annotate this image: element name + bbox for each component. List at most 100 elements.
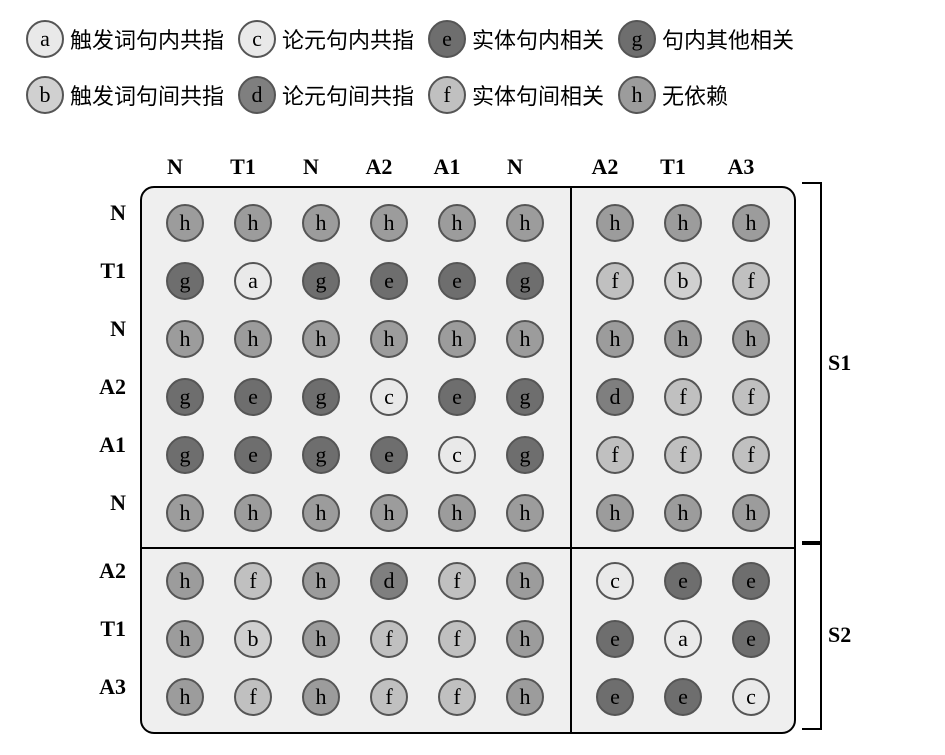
circle-f: f	[370, 620, 408, 658]
col-header-0: N	[144, 154, 206, 180]
cell-7-5: h	[494, 612, 556, 666]
circle-h: h	[302, 320, 340, 358]
circle-h: h	[302, 562, 340, 600]
circle-c: c	[438, 436, 476, 474]
row-header-6: A2	[80, 544, 126, 598]
circle-f: f	[234, 678, 272, 716]
cell-6-1: f	[222, 554, 284, 608]
circle-h: h	[732, 320, 770, 358]
cell-7-8: e	[720, 612, 782, 666]
cell-5-0: h	[154, 486, 216, 540]
cell-4-7: f	[652, 428, 714, 482]
cell-3-6: d	[584, 370, 646, 424]
circle-h: h	[234, 494, 272, 532]
cell-5-5: h	[494, 486, 556, 540]
cell-3-1: e	[222, 370, 284, 424]
cell-8-0: h	[154, 670, 216, 724]
cell-7-3: f	[358, 612, 420, 666]
row-header-8: A3	[80, 660, 126, 714]
cell-1-4: e	[426, 254, 488, 308]
circle-h: h	[166, 320, 204, 358]
circle-e: e	[732, 562, 770, 600]
cell-0-8: h	[720, 196, 782, 250]
cell-8-3: f	[358, 670, 420, 724]
col-header-4: A1	[416, 154, 478, 180]
cell-6-5: h	[494, 554, 556, 608]
cell-8-8: c	[720, 670, 782, 724]
cell-0-7: h	[652, 196, 714, 250]
legend-row-1: a触发词句内共指c论元句内共指e实体句内相关g句内其他相关	[26, 20, 925, 58]
circle-c: c	[238, 20, 276, 58]
circle-f: f	[438, 620, 476, 658]
circle-a: a	[234, 262, 272, 300]
cell-2-3: h	[358, 312, 420, 366]
circle-d: d	[370, 562, 408, 600]
cell-1-8: f	[720, 254, 782, 308]
cell-8-7: e	[652, 670, 714, 724]
cell-8-5: h	[494, 670, 556, 724]
cell-5-2: h	[290, 486, 352, 540]
grid-row-8: hfhffheec	[154, 670, 782, 724]
cell-2-5: h	[494, 312, 556, 366]
circle-h: h	[664, 494, 702, 532]
circle-f: f	[370, 678, 408, 716]
legend-item-c: c论元句内共指	[238, 20, 414, 58]
circle-f: f	[664, 436, 702, 474]
legend-label-e: 实体句内相关	[472, 23, 604, 55]
cell-5-8: h	[720, 486, 782, 540]
cell-8-1: f	[222, 670, 284, 724]
bracket-s1	[802, 182, 822, 543]
cell-4-6: f	[584, 428, 646, 482]
legend: a触发词句内共指c论元句内共指e实体句内相关g句内其他相关 b触发词句间共指d论…	[26, 20, 925, 114]
circle-h: h	[438, 494, 476, 532]
cell-7-6: e	[584, 612, 646, 666]
col-header-1: T1	[212, 154, 274, 180]
cell-2-7: h	[652, 312, 714, 366]
circle-h: h	[506, 320, 544, 358]
circle-g: g	[166, 378, 204, 416]
circle-e: e	[438, 378, 476, 416]
cell-0-6: h	[584, 196, 646, 250]
circle-e: e	[732, 620, 770, 658]
circle-f: f	[596, 262, 634, 300]
circle-a: a	[26, 20, 64, 58]
cell-1-3: e	[358, 254, 420, 308]
circle-e: e	[596, 620, 634, 658]
col-header-3: A2	[348, 154, 410, 180]
cell-8-2: h	[290, 670, 352, 724]
row-header-2: N	[80, 302, 126, 356]
circle-g: g	[302, 378, 340, 416]
circle-h: h	[166, 678, 204, 716]
legend-label-d: 论元句间共指	[282, 79, 414, 111]
circle-h: h	[234, 204, 272, 242]
cell-0-2: h	[290, 196, 352, 250]
grid-row-4: gegecgfff	[154, 428, 782, 482]
cell-4-8: f	[720, 428, 782, 482]
circle-e: e	[664, 562, 702, 600]
circle-h: h	[664, 204, 702, 242]
cell-6-6: c	[584, 554, 646, 608]
legend-item-a: a触发词句内共指	[26, 20, 224, 58]
circle-h: h	[302, 620, 340, 658]
circle-f: f	[732, 262, 770, 300]
matrix-grid: hhhhhhhhhgageegfbfhhhhhhhhhgegcegdffgege…	[140, 186, 796, 734]
circle-g: g	[506, 262, 544, 300]
row-header-7: T1	[80, 602, 126, 656]
circle-h: h	[506, 204, 544, 242]
cell-7-1: b	[222, 612, 284, 666]
cell-6-3: d	[358, 554, 420, 608]
cell-5-3: h	[358, 486, 420, 540]
circle-h: h	[618, 76, 656, 114]
circle-g: g	[506, 436, 544, 474]
bracket-label-s2: S2	[828, 622, 851, 648]
cell-3-2: g	[290, 370, 352, 424]
grid-row-6: hfhdfhcee	[154, 554, 782, 608]
matrix-rows: hhhhhhhhhgageegfbfhhhhhhhhhgegcegdffgege…	[154, 196, 782, 724]
circle-b: b	[664, 262, 702, 300]
circle-e: e	[596, 678, 634, 716]
circle-h: h	[234, 320, 272, 358]
cell-1-6: f	[584, 254, 646, 308]
circle-b: b	[234, 620, 272, 658]
circle-d: d	[238, 76, 276, 114]
circle-e: e	[234, 436, 272, 474]
